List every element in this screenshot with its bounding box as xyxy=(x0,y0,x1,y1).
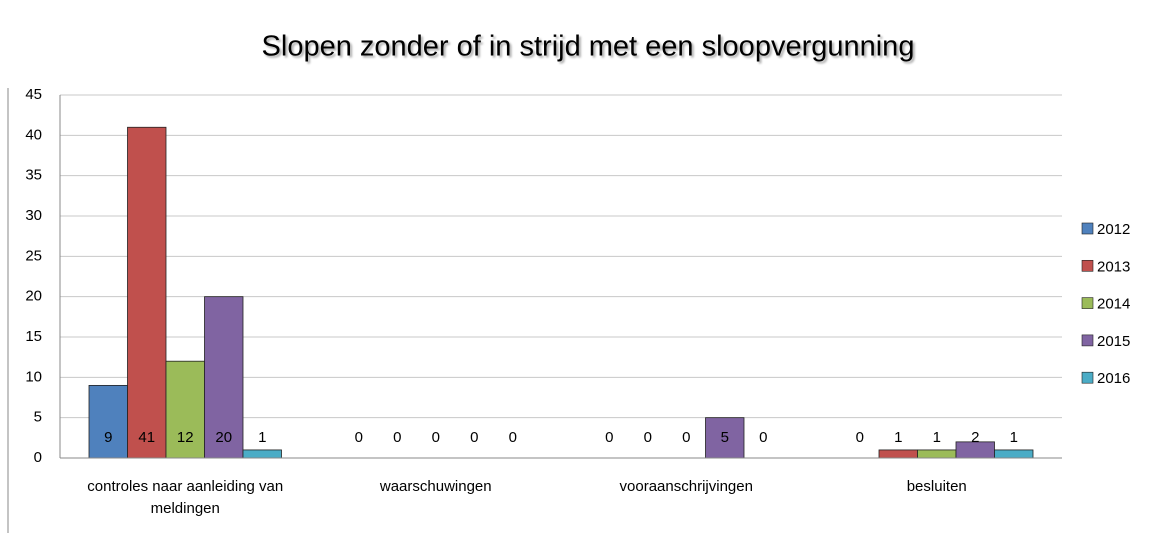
data-label: 2 xyxy=(971,429,979,446)
bar xyxy=(878,449,918,459)
bar xyxy=(88,384,128,459)
y-tick-label: 30 xyxy=(25,207,42,224)
data-label: 9 xyxy=(104,429,112,446)
legend-label: 2014 xyxy=(1097,296,1130,313)
legend-label: 2013 xyxy=(1097,258,1130,275)
y-tick-label: 5 xyxy=(34,409,42,426)
bar xyxy=(127,126,167,459)
y-tick-label: 45 xyxy=(25,86,42,103)
data-label: 0 xyxy=(605,429,613,446)
data-label: 1 xyxy=(933,429,941,446)
y-tick-label: 20 xyxy=(25,288,42,305)
data-label: 1 xyxy=(258,429,266,446)
x-tick-label: vooraanschrijvingen xyxy=(619,478,753,495)
data-label: 0 xyxy=(470,429,478,446)
data-label: 0 xyxy=(644,429,652,446)
bar xyxy=(994,449,1034,459)
x-tick-label: controles naar aanleiding van meldingen xyxy=(87,478,284,517)
legend-label: 2016 xyxy=(1097,370,1130,387)
bar xyxy=(242,449,282,459)
data-label: 1 xyxy=(1010,429,1018,446)
data-label: 0 xyxy=(509,429,517,446)
data-label: 5 xyxy=(721,429,729,446)
legend-swatch xyxy=(1081,259,1094,272)
y-tick-label: 15 xyxy=(25,328,42,345)
y-tick-label: 40 xyxy=(25,126,42,143)
data-label: 0 xyxy=(393,429,401,446)
x-tick-label: waarschuwingen xyxy=(379,478,492,495)
chart-title: Slopen zonder of in strijd met een sloop… xyxy=(262,31,915,63)
data-label: 20 xyxy=(215,429,232,446)
legend-swatch xyxy=(1081,371,1094,384)
data-label: 0 xyxy=(355,429,363,446)
data-label: 0 xyxy=(432,429,440,446)
data-label: 0 xyxy=(856,429,864,446)
legend-swatch xyxy=(1081,297,1094,309)
y-tick-label: 35 xyxy=(25,167,42,184)
y-tick-label: 10 xyxy=(25,368,42,385)
legend-label: 2012 xyxy=(1097,221,1130,238)
bar xyxy=(917,449,957,459)
data-label: 0 xyxy=(759,429,767,446)
y-tick-label: 0 xyxy=(34,449,42,466)
y-tick-label: 25 xyxy=(25,247,42,264)
x-tick-label: besluiten xyxy=(906,478,967,495)
bar xyxy=(204,296,244,459)
legend-swatch xyxy=(1081,334,1094,347)
bar xyxy=(165,360,205,459)
data-label: 0 xyxy=(682,429,690,446)
data-label: 41 xyxy=(138,429,155,446)
data-label: 1 xyxy=(894,429,902,446)
legend-label: 2015 xyxy=(1097,333,1130,350)
legend-swatch xyxy=(1081,222,1094,235)
data-label: 12 xyxy=(177,429,194,446)
